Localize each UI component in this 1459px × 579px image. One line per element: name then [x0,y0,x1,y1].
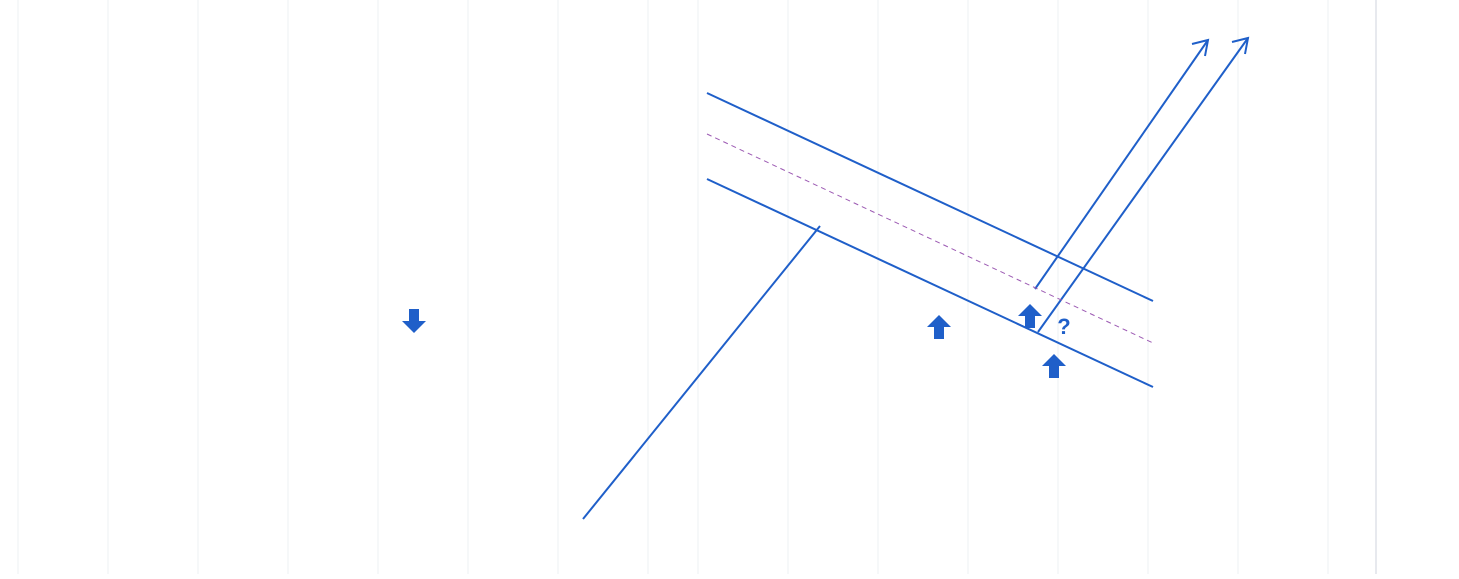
trend-line [1034,39,1209,290]
trend-line [1037,37,1249,333]
price-axis[interactable]: 1060000.001100000.001140000.001180000.00… [1375,0,1446,574]
trend-drawings[interactable] [582,36,1250,520]
channel-midline [706,133,1154,344]
trend-line [706,92,1154,302]
trend-line [582,225,821,520]
trend-line [706,178,1154,388]
down-arrow-icon [402,309,426,333]
up-arrow-icon [927,315,951,339]
question-mark: ? [1057,314,1070,339]
up-arrow-icon [1042,354,1066,378]
projection-arrowhead [1231,36,1250,55]
projection-arrowhead [1191,38,1210,57]
annotations: ? [402,304,1071,378]
grid [17,0,1329,574]
up-arrow-icon [1018,304,1042,328]
